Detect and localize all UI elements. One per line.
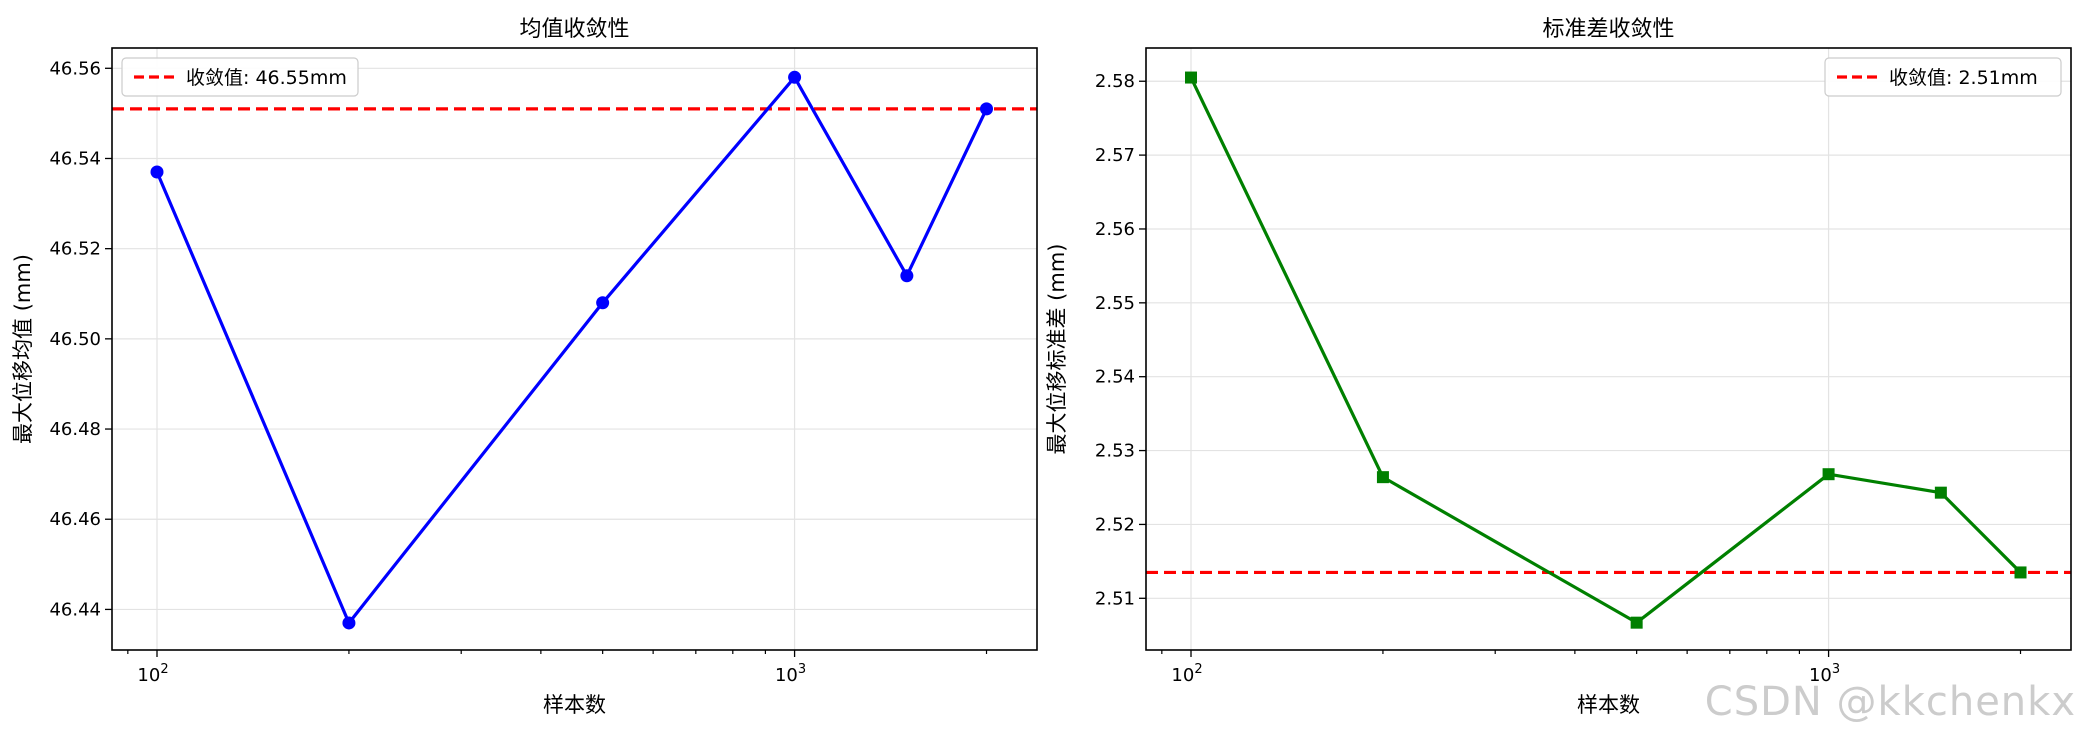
legend-box bbox=[121, 57, 359, 97]
data-point bbox=[150, 165, 164, 179]
x-tick-label: 102 bbox=[137, 662, 168, 686]
data-point bbox=[1822, 468, 1835, 481]
y-tick-label: 2.55 bbox=[1095, 293, 1135, 314]
y-tick-label: 2.58 bbox=[1095, 71, 1135, 92]
y-tick-label: 2.56 bbox=[1095, 219, 1135, 240]
data-point bbox=[788, 70, 802, 84]
data-point bbox=[900, 269, 914, 283]
y-tick-label: 2.51 bbox=[1095, 588, 1135, 609]
x-axis-label: 样本数 bbox=[543, 693, 606, 717]
y-axis-label: 最大位移标准差 (mm) bbox=[1045, 244, 1069, 455]
x-tick-label: 103 bbox=[1809, 662, 1840, 686]
data-point bbox=[2014, 566, 2027, 579]
chart-title: 标准差收敛性 bbox=[1542, 17, 1674, 42]
data-point bbox=[342, 616, 356, 630]
y-tick-label: 46.46 bbox=[49, 509, 101, 530]
y-tick-label: 2.57 bbox=[1095, 145, 1135, 166]
chart-title: 均值收敛性 bbox=[519, 17, 629, 42]
data-point bbox=[596, 296, 610, 310]
legend-label: 收敛值: 46.55mm bbox=[186, 67, 347, 89]
axes-frame bbox=[1145, 47, 2072, 651]
series-line bbox=[1189, 76, 2022, 625]
y-tick-label: 2.54 bbox=[1095, 367, 1135, 388]
y-axis-label: 最大位移均值 (mm) bbox=[11, 254, 35, 444]
y-tick-label: 46.44 bbox=[49, 599, 101, 620]
x-tick-label: 102 bbox=[1171, 662, 1202, 686]
x-tick-label: 103 bbox=[775, 662, 806, 686]
x-axis-label: 样本数 bbox=[1577, 693, 1640, 717]
y-tick-label: 46.52 bbox=[49, 239, 101, 260]
y-tick-label: 2.52 bbox=[1095, 514, 1135, 535]
data-point bbox=[1185, 71, 1198, 84]
y-tick-label: 46.56 bbox=[49, 58, 101, 79]
y-tick-label: 46.50 bbox=[49, 329, 101, 350]
legend-label: 收敛值: 2.51mm bbox=[1889, 67, 2038, 89]
chart-std-convergence: 102 103 2.51 2.52 2.53 2.54 2.55 2.56 2.57 2.58 标准… bbox=[1045, 17, 2072, 717]
watermark: CSDN @kkchenkx bbox=[1704, 679, 2076, 725]
data-point bbox=[1934, 486, 1947, 499]
chart-mean-convergence: 102 103 46.44 46.46 46.48 46.50 46.52 46.54 46.5… bbox=[11, 17, 1038, 717]
series-line bbox=[155, 75, 988, 625]
y-tick-label: 46.48 bbox=[49, 419, 101, 440]
axes-frame bbox=[111, 47, 1038, 651]
data-point bbox=[980, 102, 994, 116]
legend-box bbox=[1824, 57, 2062, 97]
y-tick-label: 46.54 bbox=[49, 148, 101, 169]
data-point bbox=[1376, 471, 1389, 484]
y-tick-label: 2.53 bbox=[1095, 441, 1135, 462]
data-point bbox=[1630, 616, 1643, 629]
